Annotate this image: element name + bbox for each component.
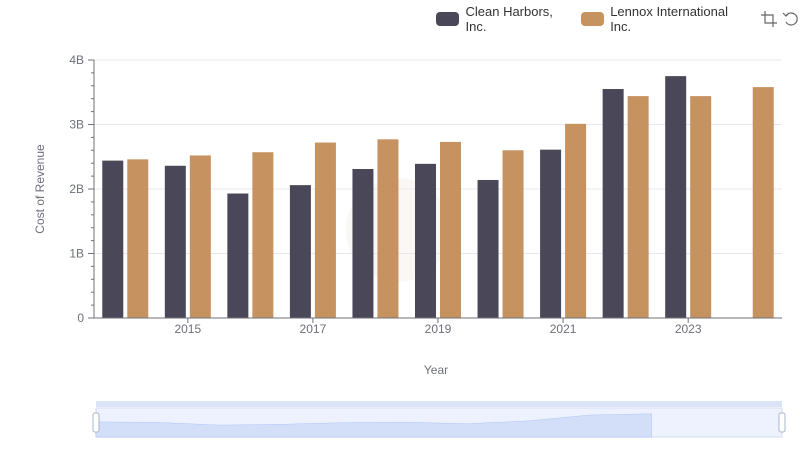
legend-label-lennox: Lennox International Inc. [610, 4, 728, 34]
datazoom-handle-left[interactable] [92, 412, 100, 433]
legend-item-clean-harbors[interactable]: Clean Harbors, Inc. [436, 4, 571, 34]
bar-clean-harbors-2015[interactable] [164, 165, 186, 318]
bar-clean-harbors-2022[interactable] [602, 89, 624, 319]
bar-lennox-2020[interactable] [502, 150, 524, 318]
bar-lennox-2014[interactable] [127, 159, 149, 318]
bar-clean-harbors-2017[interactable] [289, 185, 311, 318]
legend-item-lennox[interactable]: Lennox International Inc. [580, 4, 744, 34]
x-tick-label: 2015 [174, 322, 201, 336]
legend-swatch-lennox [580, 12, 605, 26]
legend-label-clean-harbors: Clean Harbors, Inc. [465, 4, 553, 34]
bar-lennox-2024[interactable] [752, 87, 774, 318]
x-axis: 2015 2017 2019 2021 2023 [94, 317, 782, 336]
y-tick-label: 2B [69, 182, 84, 196]
toolbox [756, 10, 800, 28]
bar-lennox-2018[interactable] [377, 139, 399, 318]
bar-clean-harbors-2014[interactable] [102, 160, 124, 318]
bar-clean-harbors-2016[interactable] [227, 193, 249, 318]
datazoom-selection [96, 408, 782, 437]
zoom-icon[interactable] [760, 10, 778, 28]
datazoom-preview-area [95, 413, 652, 438]
y-axis: 0 1B 2B 3B 4B [69, 53, 95, 325]
datazoom-handle-right[interactable] [778, 412, 786, 433]
bar-lennox-2019[interactable] [440, 141, 461, 318]
datazoom-top-bar [96, 401, 782, 407]
bar-lennox-2017[interactable] [314, 142, 336, 318]
datazoom-slider[interactable] [92, 401, 786, 438]
bar-clean-harbors-2021[interactable] [540, 149, 562, 318]
x-axis-title: Year [424, 363, 448, 377]
y-tick-label: 4B [69, 53, 84, 67]
bar-clean-harbors-2018[interactable] [352, 169, 374, 318]
x-tick-label: 2017 [300, 322, 327, 336]
bar-lennox-2021[interactable] [565, 123, 587, 318]
bar-lennox-2016[interactable] [252, 152, 274, 318]
y-tick-label: 1B [69, 247, 84, 261]
bars [102, 76, 774, 319]
legend-swatch-clean-harbors [436, 12, 460, 26]
bar-lennox-2022[interactable] [627, 96, 649, 319]
x-tick-label: 2023 [675, 322, 702, 336]
bar-clean-harbors-2023[interactable] [665, 76, 687, 318]
x-tick-label: 2021 [550, 322, 577, 336]
x-tick-label: 2019 [425, 322, 452, 336]
y-tick-label: 3B [69, 118, 84, 132]
y-tick-label: 0 [77, 311, 84, 325]
bar-lennox-2023[interactable] [690, 96, 712, 319]
bar-clean-harbors-2020[interactable] [477, 179, 499, 318]
bar-lennox-2015[interactable] [189, 155, 211, 318]
restore-icon[interactable] [782, 10, 800, 28]
bar-clean-harbors-2019[interactable] [415, 163, 436, 318]
y-axis-title: Cost of Revenue [33, 144, 47, 234]
legend: Clean Harbors, Inc. Lennox International… [436, 4, 800, 34]
